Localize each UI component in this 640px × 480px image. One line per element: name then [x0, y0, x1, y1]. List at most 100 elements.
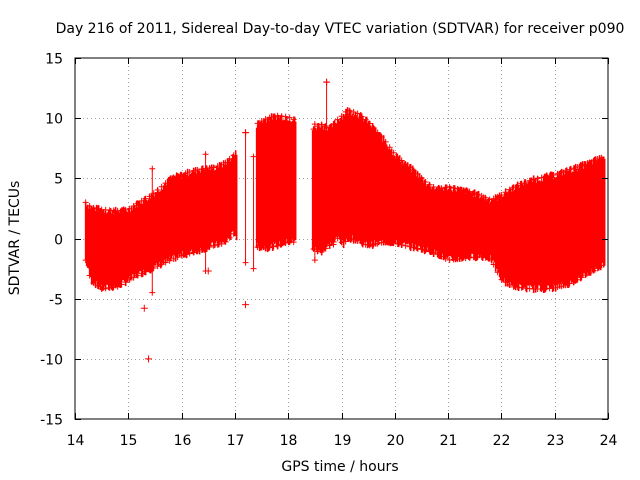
data-point — [418, 174, 425, 181]
data-point — [502, 189, 509, 196]
data-point — [582, 272, 589, 279]
y-tick-label: -10 — [40, 353, 63, 369]
data-point — [434, 251, 441, 258]
data-point — [278, 241, 285, 248]
data-point — [390, 149, 397, 156]
data-point — [270, 113, 277, 120]
data-point — [258, 118, 265, 125]
data-point — [166, 176, 173, 183]
data-point — [438, 185, 445, 192]
data-point — [190, 167, 197, 174]
outlier-point — [204, 267, 212, 275]
data-point — [142, 268, 149, 275]
data-point — [174, 173, 181, 180]
data-point — [334, 116, 341, 123]
data-point — [430, 249, 437, 256]
data-point — [86, 272, 93, 279]
data-point — [466, 188, 473, 195]
x-tick-label: 14 — [67, 433, 85, 449]
error-bar-cap — [323, 229, 330, 236]
data-point — [562, 168, 569, 175]
data-point — [222, 159, 229, 166]
data-point — [570, 165, 577, 172]
data-point — [126, 205, 133, 212]
data-point — [586, 269, 593, 276]
data-point — [102, 285, 109, 292]
data-point — [382, 138, 389, 145]
data-point — [510, 184, 517, 191]
data-point — [154, 187, 161, 194]
plot-frame — [74, 57, 609, 420]
data-point — [426, 181, 433, 188]
x-tick-label: 17 — [227, 433, 245, 449]
data-point — [290, 116, 297, 123]
data-point — [486, 255, 493, 262]
error-bar-cap — [250, 265, 257, 272]
data-point — [422, 179, 429, 186]
error-bar-cap — [250, 153, 257, 160]
data-point — [218, 240, 225, 247]
data-series — [82, 78, 606, 363]
data-point — [430, 184, 437, 191]
data-point — [226, 155, 233, 162]
data-point — [398, 241, 405, 248]
data-point — [94, 205, 101, 212]
data-point — [170, 174, 177, 181]
data-point — [394, 153, 401, 160]
data-point — [318, 248, 325, 255]
data-point — [350, 109, 357, 116]
data-point — [334, 235, 341, 242]
data-point — [346, 235, 353, 242]
data-point — [230, 152, 237, 159]
data-point — [82, 257, 89, 264]
data-point — [526, 177, 533, 184]
data-point — [478, 253, 485, 260]
data-point — [290, 239, 297, 246]
data-point — [322, 123, 329, 130]
data-point — [542, 173, 549, 180]
x-tick-label: 22 — [493, 433, 511, 449]
data-point — [490, 195, 497, 202]
data-point — [330, 121, 337, 128]
data-point — [210, 164, 217, 171]
x-axis-label: GPS time / hours — [281, 459, 398, 475]
data-point — [322, 245, 329, 252]
data-point — [138, 197, 145, 204]
data-point — [310, 126, 317, 133]
data-point — [138, 270, 145, 277]
data-point — [442, 255, 449, 262]
error-bar-cap — [330, 241, 337, 248]
x-tick-label: 15 — [120, 433, 138, 449]
y-tick-label: -5 — [49, 293, 63, 309]
data-point — [146, 193, 153, 200]
data-point — [106, 284, 113, 291]
data-point — [398, 157, 405, 164]
data-point — [178, 171, 185, 178]
y-tick-label: 10 — [45, 112, 63, 128]
y-tick-label: 0 — [54, 233, 63, 249]
data-point — [586, 159, 593, 166]
data-point — [414, 170, 421, 177]
data-point — [402, 161, 409, 168]
data-point — [90, 204, 97, 211]
data-point — [150, 190, 157, 197]
data-point — [582, 161, 589, 168]
data-point — [578, 274, 585, 281]
data-point — [214, 163, 221, 170]
data-point — [590, 267, 597, 274]
data-point — [214, 241, 221, 248]
data-point — [122, 279, 129, 286]
data-point — [146, 266, 153, 273]
error-bar-cap — [330, 133, 337, 140]
data-point — [362, 241, 369, 248]
data-point — [186, 250, 193, 257]
error-bar-cap — [242, 259, 249, 266]
data-point — [374, 240, 381, 247]
data-point — [410, 167, 417, 174]
data-point — [550, 171, 557, 178]
data-point — [450, 185, 457, 192]
data-point — [338, 113, 345, 120]
data-point — [178, 252, 185, 259]
y-tick-label: 5 — [54, 172, 63, 188]
